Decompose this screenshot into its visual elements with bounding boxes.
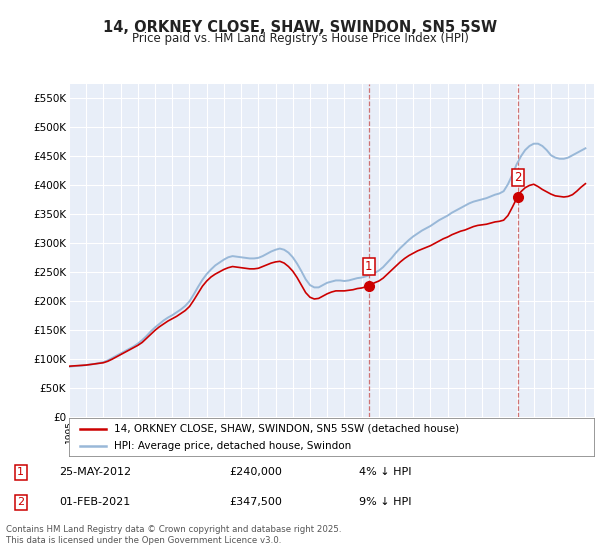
Text: Contains HM Land Registry data © Crown copyright and database right 2025.
This d: Contains HM Land Registry data © Crown c… — [6, 525, 341, 545]
Text: HPI: Average price, detached house, Swindon: HPI: Average price, detached house, Swin… — [113, 441, 351, 451]
Text: 4% ↓ HPI: 4% ↓ HPI — [359, 467, 412, 477]
Text: 01-FEB-2021: 01-FEB-2021 — [59, 497, 130, 507]
Text: 1: 1 — [365, 260, 373, 273]
Text: £240,000: £240,000 — [229, 467, 283, 477]
Text: Price paid vs. HM Land Registry's House Price Index (HPI): Price paid vs. HM Land Registry's House … — [131, 32, 469, 45]
Text: 2: 2 — [514, 171, 521, 184]
Text: 9% ↓ HPI: 9% ↓ HPI — [359, 497, 412, 507]
Text: 1: 1 — [17, 467, 24, 477]
Text: 25-MAY-2012: 25-MAY-2012 — [59, 467, 131, 477]
Text: 14, ORKNEY CLOSE, SHAW, SWINDON, SN5 5SW: 14, ORKNEY CLOSE, SHAW, SWINDON, SN5 5SW — [103, 20, 497, 35]
Text: £347,500: £347,500 — [229, 497, 283, 507]
Text: 2: 2 — [17, 497, 24, 507]
Text: 14, ORKNEY CLOSE, SHAW, SWINDON, SN5 5SW (detached house): 14, ORKNEY CLOSE, SHAW, SWINDON, SN5 5SW… — [113, 423, 459, 433]
